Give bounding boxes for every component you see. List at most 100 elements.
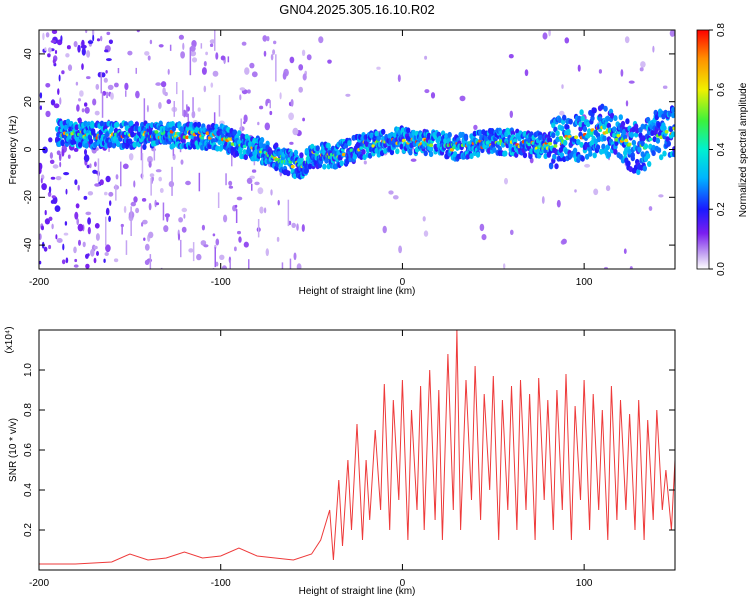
ridge-dot — [315, 145, 320, 152]
noise-streak — [173, 101, 175, 117]
ridge-dot — [653, 109, 658, 116]
ridge-dot — [651, 150, 656, 157]
noise-dot — [301, 224, 305, 232]
noise-dot — [86, 76, 91, 80]
ridge-dot — [522, 152, 528, 159]
noise-dot — [269, 110, 273, 116]
ridge-peak — [614, 137, 619, 142]
ridge-dot — [463, 135, 469, 142]
noise-dot — [542, 32, 548, 40]
noise-dot — [103, 258, 106, 263]
ridge-dot — [579, 141, 584, 148]
noise-dot — [45, 32, 50, 38]
spectral-ridge — [55, 103, 675, 180]
noise-dot — [77, 117, 82, 124]
noise-dot — [479, 223, 485, 232]
noise-streak — [269, 100, 271, 109]
noise-dot — [86, 50, 91, 58]
noise-streak — [130, 206, 132, 236]
ridge-dot — [339, 160, 344, 167]
noise-dot — [293, 252, 297, 261]
noise-dot — [104, 191, 108, 196]
noise-dot — [290, 99, 294, 107]
noise-dot — [83, 195, 88, 200]
noise-dot — [141, 222, 144, 227]
ridge-dot — [576, 139, 581, 145]
ridge-peak — [598, 128, 603, 133]
noise-dot — [318, 36, 324, 44]
noise-dot — [270, 189, 273, 196]
noise-dot — [87, 191, 94, 196]
spectrogram-y-tick-label: 20 — [23, 96, 34, 108]
ridge-peak — [205, 131, 210, 135]
noise-dot — [44, 218, 51, 225]
colorbar-tick-label: 0.2 — [716, 202, 727, 216]
ridge-dot — [347, 140, 352, 147]
noise-dot — [39, 233, 42, 240]
noise-dot — [424, 89, 430, 94]
noise-dot — [276, 236, 280, 242]
ridge-dot — [486, 147, 492, 154]
noise-dot — [282, 72, 287, 80]
ridge-dot — [286, 170, 291, 177]
ridge-peak — [429, 143, 434, 147]
ridge-dot — [630, 155, 635, 162]
noise-dot — [623, 248, 627, 254]
ridge-dot — [376, 135, 381, 142]
noise-dot — [263, 50, 267, 57]
ridge-dot — [602, 135, 607, 142]
noise-dot — [66, 45, 71, 50]
noise-dot — [265, 248, 269, 257]
noise-dot — [243, 241, 249, 248]
noise-dot — [78, 98, 81, 102]
noise-streak — [115, 184, 117, 201]
ridge-dot — [219, 144, 224, 151]
noise-streak — [180, 239, 182, 258]
noise-streak — [143, 98, 146, 125]
noise-dot — [288, 112, 294, 121]
noise-streak — [192, 97, 194, 112]
snr-x-tick-label: -200 — [29, 578, 49, 589]
noise-dot — [212, 70, 219, 77]
ridge-dot — [304, 167, 309, 174]
noise-dot — [524, 69, 529, 77]
noise-dot — [74, 258, 78, 263]
ridge-dot — [246, 147, 252, 154]
ridge-dot — [605, 144, 610, 151]
noise-dot — [180, 51, 186, 59]
ridge-dot — [108, 141, 113, 148]
noise-streak — [217, 192, 220, 208]
spectrogram-y-tick-label: 0 — [23, 146, 34, 152]
ridge-dot — [326, 142, 331, 149]
noise-dot — [239, 94, 242, 101]
ridge-peak — [154, 130, 159, 134]
noise-dot — [277, 199, 280, 206]
noise-dot — [291, 222, 297, 228]
ridge-dot — [215, 145, 220, 152]
noise-dot — [47, 53, 51, 58]
noise-dot — [648, 206, 653, 211]
ridge-dot — [592, 152, 597, 159]
noise-dot — [259, 105, 264, 110]
noise-dot — [210, 82, 214, 88]
noise-dot — [58, 153, 62, 162]
ridge-dot — [562, 114, 567, 121]
noise-dot — [48, 186, 52, 194]
noise-streak — [140, 141, 143, 161]
colorbar: 0.0 0.2 0.4 0.6 0.8 Normalized spectral ampl… — [696, 23, 749, 276]
spectrogram-x-tick-label: 100 — [576, 277, 593, 288]
noise-dot — [239, 87, 246, 91]
ridge-dot — [580, 115, 585, 122]
ridge-dot — [655, 137, 661, 144]
ridge-dot — [408, 149, 413, 156]
noise-streak — [97, 158, 100, 182]
noise-dot — [61, 70, 65, 75]
snr-y-tick-label: 0.4 — [23, 483, 34, 497]
ridge-dot — [88, 138, 94, 145]
ridge-dot — [259, 137, 265, 143]
noise-dot — [604, 266, 608, 269]
noise-dot — [423, 230, 429, 237]
noise-dot — [83, 154, 90, 162]
noise-dot — [620, 69, 624, 77]
